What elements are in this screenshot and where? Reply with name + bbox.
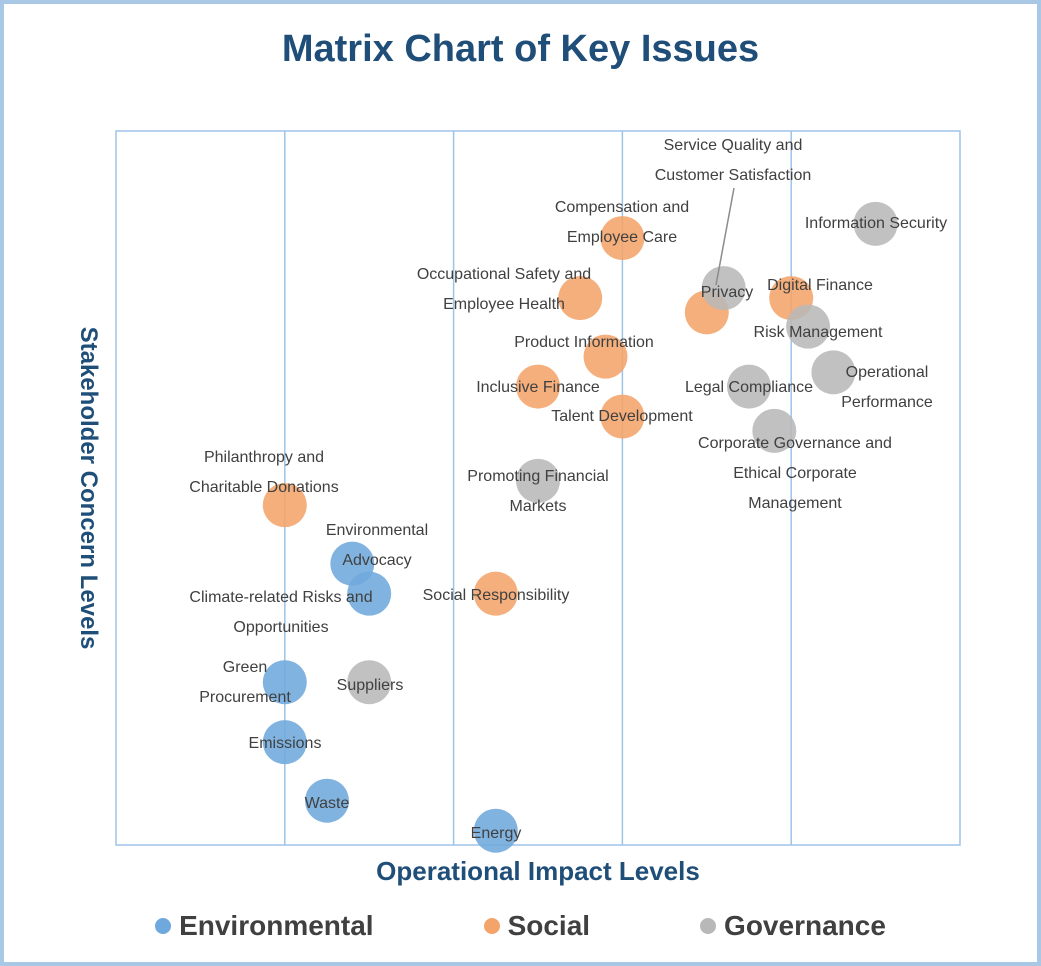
legend-label-governance: Governance [724, 910, 886, 941]
data-label-service_quality-0: Service Quality and [664, 137, 803, 154]
data-label-operational-0: Operational [846, 364, 929, 381]
data-label-env_advocacy-0: Environmental [326, 522, 428, 539]
data-label-talent-0: Talent Development [551, 408, 693, 425]
data-label-climate-0: Climate-related Risks and [189, 589, 372, 606]
point-governance-4 [727, 364, 771, 409]
data-label-info_sec-0: Information Security [805, 215, 947, 232]
data-label-product-0: Product Information [514, 334, 654, 351]
data-label-emissions-0: Emissions [249, 735, 322, 752]
point-environmental-4 [305, 778, 349, 823]
data-label-promoting-0: Promoting Financial [467, 468, 608, 485]
data-label-compensation-0: Compensation and [555, 199, 689, 216]
data-label-social_resp-0: Social Responsibility [423, 587, 570, 604]
legend-item-governance: Governance [700, 910, 886, 942]
data-label-legal-0: Legal Compliance [685, 379, 813, 396]
point-governance-1 [701, 266, 746, 311]
data-label-env_advocacy-1: Advocacy [342, 552, 411, 569]
point-social-7 [262, 483, 307, 528]
legend: Environmental Social Governance [0, 904, 1041, 948]
data-label-climate-1: Opportunities [233, 619, 328, 636]
point-governance-3 [811, 350, 856, 395]
data-label-corp_gov-1: Ethical Corporate [733, 465, 857, 482]
data-label-occupational-0: Occupational Safety and [417, 266, 591, 283]
point-social-4 [583, 334, 628, 379]
point-governance-2 [786, 304, 831, 349]
point-governance-5 [752, 408, 797, 453]
data-label-compensation-1: Employee Care [567, 229, 677, 246]
point-environmental-1 [347, 571, 392, 616]
legend-marker-governance [700, 918, 717, 934]
data-label-energy-0: Energy [471, 825, 522, 842]
data-label-occupational-1: Employee Health [443, 296, 565, 313]
data-label-philanthropy-1: Charitable Donations [189, 479, 338, 496]
point-environmental-3 [262, 720, 307, 765]
data-label-waste-0: Waste [305, 795, 350, 812]
data-label-green-1: Procurement [199, 689, 291, 706]
plot-border [115, 130, 961, 846]
point-governance-6 [516, 458, 560, 503]
point-social-1 [558, 276, 603, 321]
data-label-risk-0: Risk Management [754, 324, 884, 341]
data-label-philanthropy-0: Philanthropy and [204, 449, 324, 466]
point-social-5 [516, 364, 560, 409]
data-label-service_quality-1: Customer Satisfaction [655, 167, 812, 184]
data-label-corp_gov-0: Corporate Governance and [698, 435, 892, 452]
data-label-green-0: Green [223, 659, 267, 676]
legend-label-social: Social [507, 910, 591, 941]
data-label-promoting-1: Markets [510, 498, 567, 515]
data-label-digital-0: Digital Finance [767, 277, 873, 294]
legend-marker-environmental [155, 918, 172, 934]
data-label-operational-1: Performance [841, 394, 933, 411]
point-governance-7 [347, 660, 392, 705]
point-governance-0 [853, 201, 898, 246]
legend-label-environmental: Environmental [179, 910, 374, 941]
data-label-corp_gov-2: Management [748, 495, 842, 512]
chart-title: Matrix Chart of Key Issues [281, 28, 760, 70]
legend-marker-social [483, 918, 500, 934]
point-environmental-2 [262, 660, 307, 705]
annotation-callout-line [715, 187, 735, 286]
data-label-suppliers-0: Suppliers [337, 677, 404, 694]
data-label-inclusive-0: Inclusive Finance [476, 379, 600, 396]
point-social-0 [600, 216, 645, 261]
point-social-6 [600, 394, 645, 439]
x-axis-label: Operational Impact Levels [376, 856, 700, 886]
legend-item-social: Social [483, 910, 591, 942]
data-label-privacy-0: Privacy [701, 284, 753, 301]
point-environmental-5 [473, 808, 518, 853]
point-social-8 [473, 571, 518, 616]
legend-item-environmental: Environmental [155, 910, 374, 942]
